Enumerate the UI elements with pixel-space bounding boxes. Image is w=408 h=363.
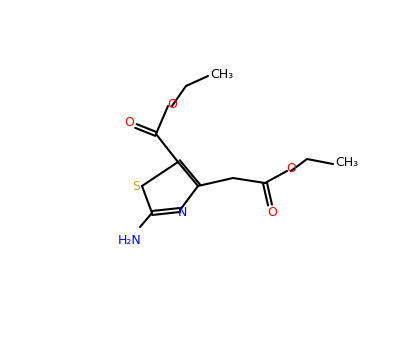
Text: O: O [267,205,277,219]
Text: H₂N: H₂N [118,234,142,248]
Text: N: N [177,205,187,219]
Text: CH₃: CH₃ [335,155,359,168]
Text: S: S [132,179,140,192]
Text: O: O [167,98,177,110]
Text: O: O [124,117,134,130]
Text: CH₃: CH₃ [211,68,233,81]
Text: O: O [286,163,296,175]
